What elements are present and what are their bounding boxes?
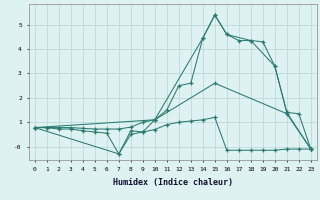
X-axis label: Humidex (Indice chaleur): Humidex (Indice chaleur): [113, 178, 233, 186]
